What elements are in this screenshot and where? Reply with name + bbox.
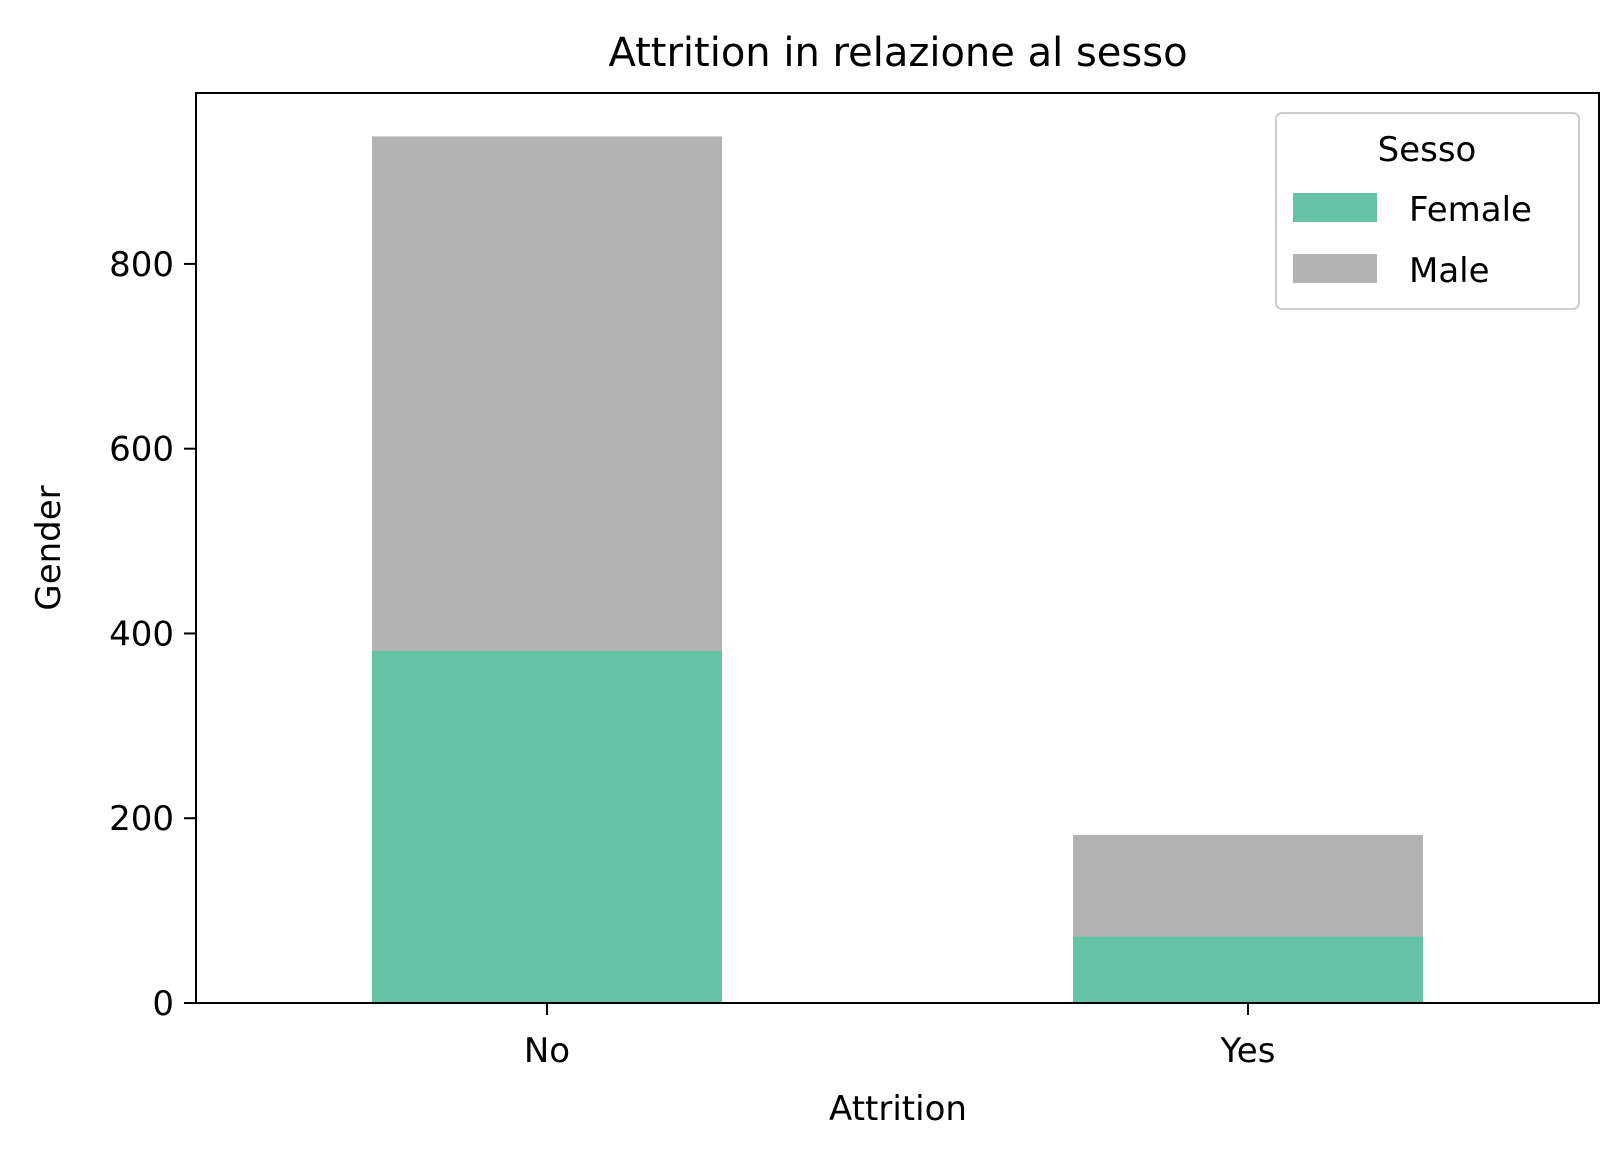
bar-yes-male — [1073, 834, 1423, 937]
bars-layer — [372, 136, 1423, 1003]
legend-swatch-male — [1293, 254, 1377, 283]
bar-yes-female — [1073, 936, 1423, 1003]
x-tick-label: Yes — [1220, 1031, 1276, 1071]
y-tick-label: 200 — [109, 799, 174, 839]
y-tick-label: 800 — [109, 245, 174, 285]
y-tick-label: 400 — [109, 614, 174, 654]
legend-items: Female Male — [1293, 190, 1532, 291]
chart-title: Attrition in relazione al sesso — [608, 30, 1187, 76]
y-tick-label: 0 — [152, 984, 174, 1024]
y-tick-label: 600 — [109, 430, 174, 470]
y-axis-label: Gender — [29, 485, 69, 610]
legend-swatch-female — [1293, 193, 1377, 222]
x-tick-label: No — [524, 1031, 570, 1071]
plot-area-frame — [195, 92, 1600, 1004]
bar-no-male — [372, 136, 722, 652]
axes-layer: 0 200 400 600 800 No Yes — [109, 245, 1275, 1071]
legend-title: Sesso — [1378, 130, 1477, 170]
legend-label-male: Male — [1409, 251, 1490, 291]
x-axis-label: Attrition — [829, 1089, 967, 1129]
legend: Sesso Female Male — [1275, 112, 1580, 310]
legend-label-female: Female — [1409, 190, 1532, 230]
bar-no-female — [372, 651, 722, 1003]
